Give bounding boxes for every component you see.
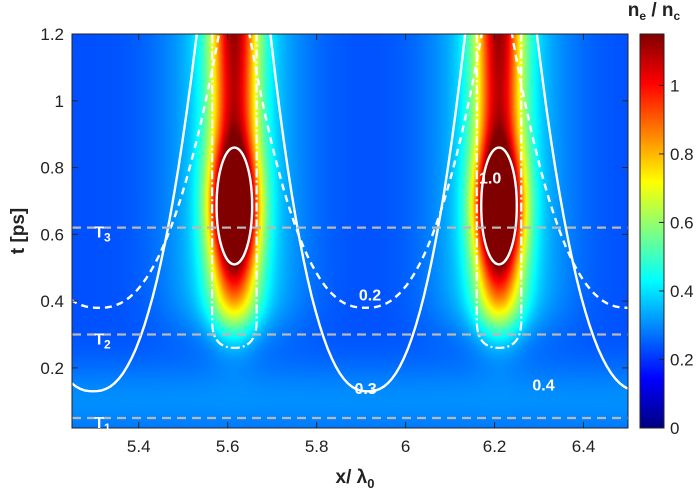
colorbar-tick-label-0: 0	[670, 419, 679, 438]
time-marker-sub-3: 1	[104, 421, 111, 435]
x-tick-label-2: 5.8	[305, 437, 329, 456]
x-axis-label-main: x/ λ	[336, 467, 368, 488]
colorbar-gradient	[640, 34, 664, 428]
y-tick-label-3: 0.8	[40, 159, 64, 178]
y-axis-label: t [ps]	[8, 208, 29, 254]
y-tick-label-1: 0.4	[40, 292, 64, 311]
time-marker-sub-2: 2	[104, 338, 111, 352]
x-axis-label: x/ λ0	[336, 467, 375, 491]
plot-area	[0, 0, 700, 428]
colorbar-tick-label-5: 1	[670, 76, 679, 95]
colorbar-title: ne / nc	[628, 0, 681, 23]
colorbar-title-n: n	[628, 0, 640, 21]
contour-label-1: 1.0	[479, 171, 501, 188]
colorbar-tick-label-3: 0.6	[670, 213, 694, 232]
y-tick-label-4: 1	[55, 92, 64, 111]
x-tick-label-5: 6.4	[572, 437, 596, 456]
time-marker-sub-1: 3	[104, 231, 111, 245]
colorbar: 00.20.40.60.81 ne / nc	[628, 0, 694, 438]
x-axis-label-sub: 0	[367, 476, 374, 491]
colorbar-tick-label-4: 0.8	[670, 145, 694, 164]
contour-label-4: 0.4	[532, 378, 554, 395]
y-tick-label-2: 0.6	[40, 225, 64, 244]
contour-label-3: 0.3	[354, 381, 376, 398]
y-tick-label-5: 1.2	[40, 25, 64, 44]
contour-label-2: 0.2	[359, 287, 381, 304]
x-tick-label-1: 5.6	[216, 437, 240, 456]
colorbar-title-sep: / n	[646, 0, 673, 21]
colorbar-title-sub-c: c	[674, 9, 681, 23]
y-tick-label-0: 0.2	[40, 359, 64, 378]
x-tick-label-0: 5.4	[127, 437, 151, 456]
colorbar-tick-label-2: 0.4	[670, 282, 694, 301]
x-tick-label-3: 6	[401, 437, 410, 456]
x-tick-label-4: 6.2	[483, 437, 507, 456]
colorbar-tick-label-1: 0.2	[670, 350, 694, 369]
